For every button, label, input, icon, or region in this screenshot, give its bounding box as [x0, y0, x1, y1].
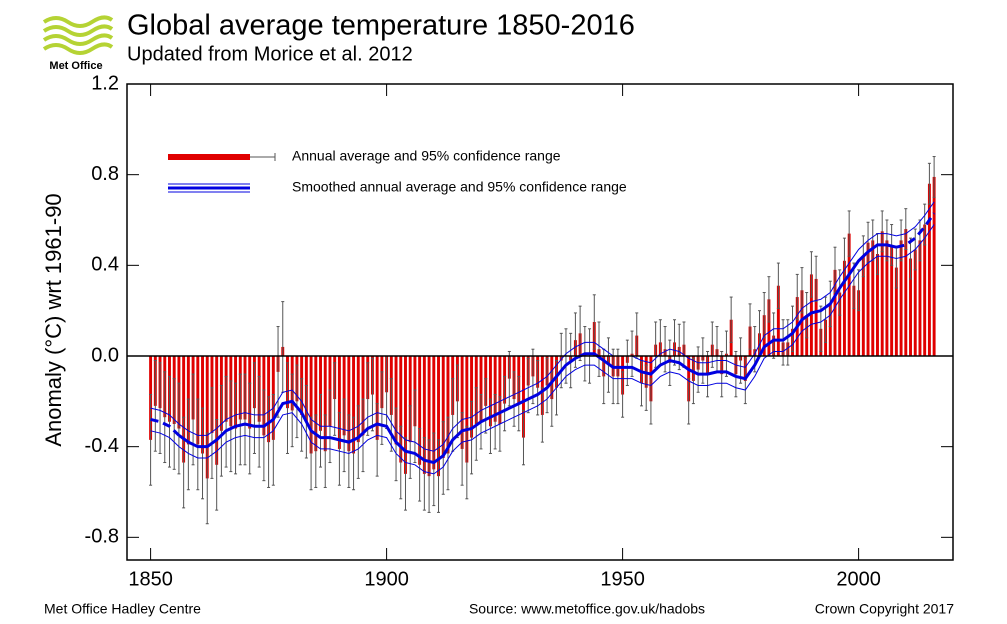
- y-tick-label: 0.0: [91, 344, 119, 366]
- bar: [361, 356, 365, 436]
- bar: [432, 356, 436, 470]
- bar: [408, 356, 412, 443]
- x-tick-label: 1950: [600, 568, 645, 590]
- bar: [201, 356, 204, 454]
- bar: [880, 231, 884, 356]
- bar: [352, 356, 356, 454]
- bar: [427, 356, 431, 477]
- bar: [404, 356, 407, 474]
- chart-title: Global average temperature 1850-2016: [127, 10, 635, 42]
- bar: [356, 356, 360, 443]
- bar: [833, 269, 837, 356]
- bar: [923, 224, 927, 356]
- confidence-band-line: [150, 224, 935, 475]
- legend-label: Smoothed annual average and 95% confiden…: [292, 179, 627, 195]
- logo-text: Met Office: [49, 60, 102, 72]
- bar: [215, 356, 219, 465]
- bar: [522, 356, 525, 438]
- legend-swatch: [168, 154, 250, 160]
- y-tick-label: 1.2: [91, 72, 119, 94]
- bar: [800, 290, 804, 356]
- smoothed-line: [178, 243, 897, 465]
- bar: [342, 356, 346, 436]
- footer-source: Source: www.metoffice.gov.uk/hadobs: [469, 601, 705, 617]
- bar: [323, 356, 327, 452]
- bar: [309, 356, 313, 454]
- bar: [314, 356, 318, 452]
- bar: [767, 299, 771, 356]
- x-tick-label: 1850: [128, 568, 173, 590]
- x-tick-label: 2000: [836, 568, 881, 590]
- bar: [375, 356, 379, 440]
- bar: [866, 242, 870, 356]
- smoothed-line: [150, 418, 180, 437]
- y-tick-label: 0.4: [91, 254, 119, 276]
- bar: [918, 240, 922, 356]
- bar: [894, 267, 898, 356]
- y-axis-label: Anomaly (°C) wrt 1961-90: [41, 193, 66, 446]
- x-tick-label: 1900: [364, 568, 409, 590]
- bar: [913, 249, 917, 356]
- bar: [479, 356, 483, 422]
- bar: [857, 290, 861, 356]
- bar: [418, 356, 422, 465]
- bar: [927, 183, 931, 356]
- bar: [337, 356, 341, 449]
- bar: [394, 356, 398, 445]
- bar: [465, 356, 469, 463]
- y-tick-label: 0.8: [91, 163, 119, 185]
- bar: [847, 233, 851, 356]
- confidence-band-line: [150, 201, 935, 452]
- y-tick-label: -0.4: [85, 435, 119, 457]
- bar: [441, 356, 445, 458]
- bar: [540, 356, 544, 415]
- bar: [446, 356, 450, 454]
- chart-subtitle: Updated from Morice et al. 2012: [127, 43, 413, 65]
- bar: [814, 278, 818, 356]
- bar: [347, 356, 351, 452]
- bar: [861, 256, 865, 356]
- bar: [488, 356, 492, 427]
- bar: [776, 285, 780, 356]
- logo-waves: [42, 15, 114, 55]
- bar: [871, 240, 875, 356]
- bar: [422, 356, 426, 474]
- bar: [852, 285, 856, 356]
- y-tick-label: -0.8: [85, 526, 119, 548]
- footer-copyright: Crown Copyright 2017: [815, 601, 955, 617]
- bar: [838, 292, 842, 356]
- bar: [809, 274, 813, 356]
- legend-label: Annual average and 95% confidence range: [292, 148, 561, 164]
- bar: [493, 356, 497, 422]
- bar: [498, 356, 502, 424]
- bar: [885, 240, 889, 356]
- plot-frame: [126, 83, 954, 561]
- footer-left: Met Office Hadley Centre: [44, 601, 201, 617]
- bar: [319, 356, 322, 431]
- bar: [876, 254, 879, 356]
- smoothed-line: [896, 212, 936, 249]
- bar: [205, 356, 209, 479]
- bar: [470, 356, 474, 438]
- bar: [909, 258, 912, 356]
- bar: [899, 240, 903, 356]
- bar: [437, 356, 440, 477]
- bar: [399, 356, 403, 463]
- bar: [460, 356, 464, 449]
- bar: [904, 229, 908, 356]
- bar: [890, 244, 894, 356]
- bar: [828, 303, 832, 356]
- bar: [842, 260, 846, 356]
- bar: [932, 176, 936, 356]
- bar: [182, 356, 186, 463]
